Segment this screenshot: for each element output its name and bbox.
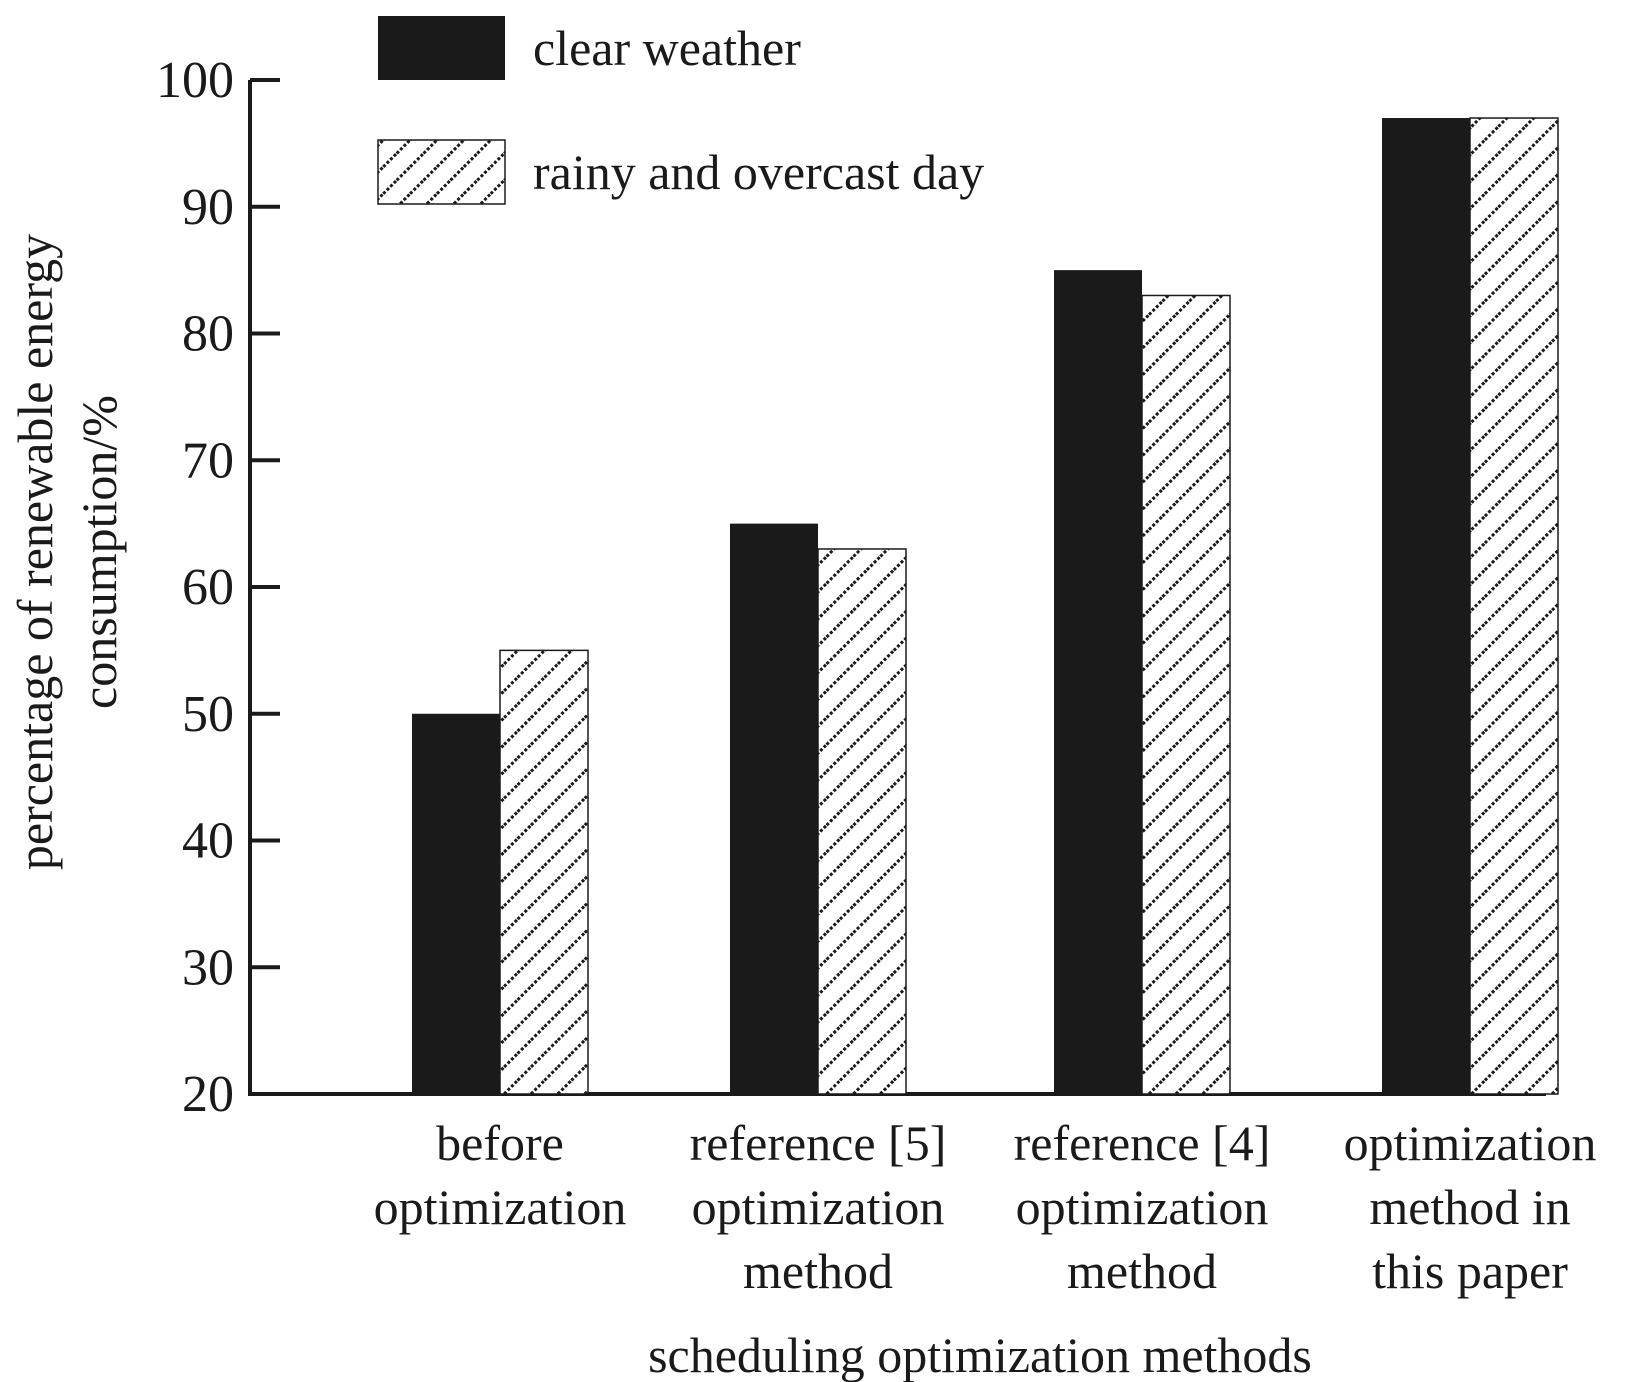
- y-axis-title-line: consumption/%: [71, 395, 127, 709]
- y-tick-label: 100: [156, 52, 234, 109]
- x-category-label-line: optimization: [374, 1179, 627, 1235]
- x-category-label-line: before: [436, 1115, 564, 1171]
- bar-rainy: [1141, 294, 1231, 1095]
- legend-label: rainy and overcast day: [533, 144, 984, 200]
- x-category-label-line: method: [1067, 1243, 1217, 1299]
- x-category-label: optimization method in this paper: [1344, 1115, 1597, 1299]
- legend-swatch-clear: [378, 16, 505, 80]
- x-category-label-line: method: [743, 1243, 893, 1299]
- bar-rainy: [817, 548, 907, 1095]
- y-tick-label: 50: [182, 686, 234, 743]
- x-category-label: before optimization: [374, 1115, 627, 1235]
- x-category-label-line: reference [5]: [690, 1115, 947, 1171]
- y-tick-label: 30: [182, 939, 234, 996]
- x-category-label-line: this paper: [1372, 1243, 1568, 1299]
- y-tick-label: 20: [182, 1066, 234, 1123]
- legend-label: clear weather: [533, 20, 801, 76]
- x-category-label-line: optimization: [1016, 1179, 1269, 1235]
- legend: clear weather rainy and overcast day: [377, 16, 984, 205]
- x-category-label-line: optimization: [692, 1179, 945, 1235]
- x-axis-title: scheduling optimization methods: [648, 1327, 1312, 1382]
- x-category-label: reference [4] optimization method: [1014, 1115, 1271, 1299]
- x-category-label: reference [5] optimization method: [690, 1115, 947, 1299]
- y-tick-label: 40: [182, 813, 234, 870]
- y-axis-title-line: percentage of renewable energy: [7, 234, 63, 870]
- x-category-label-line: method in: [1369, 1179, 1570, 1235]
- bar-clear: [1054, 270, 1142, 1094]
- bar-clear: [730, 523, 818, 1094]
- x-category-label-line: reference [4]: [1014, 1115, 1271, 1171]
- bar-clear: [1382, 118, 1470, 1094]
- bar-rainy: [499, 649, 589, 1095]
- bar-clear: [412, 713, 500, 1094]
- y-tick-label: 70: [182, 432, 234, 489]
- y-tick-label: 60: [182, 559, 234, 616]
- y-tick-label: 80: [182, 306, 234, 363]
- y-axis-title: percentage of renewable energy consumptio…: [7, 234, 127, 870]
- y-tick-label: 90: [182, 179, 234, 236]
- x-category-label-line: optimization: [1344, 1115, 1597, 1171]
- bar-rainy: [1469, 117, 1559, 1095]
- legend-swatch-rainy: [377, 139, 506, 205]
